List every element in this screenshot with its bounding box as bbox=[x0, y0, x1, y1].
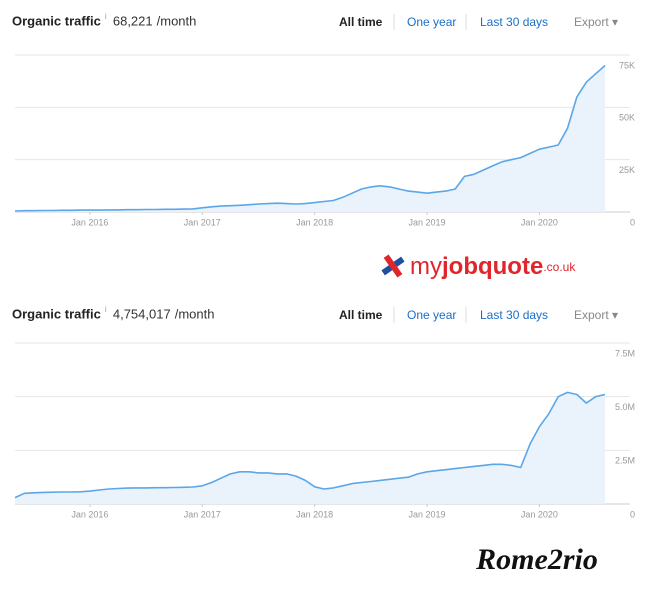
traffic-unit: /month bbox=[157, 13, 197, 28]
range-option[interactable]: All time bbox=[339, 15, 383, 29]
area bbox=[15, 392, 605, 504]
y-tick-label: 0 bbox=[630, 509, 635, 519]
logo-my: my bbox=[410, 253, 442, 280]
range-option[interactable]: All time bbox=[339, 308, 383, 322]
traffic-value: 4,754,017 bbox=[113, 306, 171, 321]
logo-suffix: .co.uk bbox=[543, 260, 576, 274]
logo-jobquote: jobquote bbox=[441, 253, 543, 280]
line bbox=[14, 64, 606, 212]
x-tick-label: Jan 2020 bbox=[521, 509, 558, 519]
line bbox=[14, 391, 606, 499]
logo-icon bbox=[381, 254, 405, 278]
chart-title: Organic traffic bbox=[12, 306, 101, 321]
y-tick-label: 25K bbox=[619, 165, 635, 175]
y-tick-label: 0 bbox=[630, 217, 635, 227]
x-tick-label: Jan 2017 bbox=[184, 217, 221, 227]
y-tick-label: 75K bbox=[619, 60, 635, 70]
range-option[interactable]: One year bbox=[407, 308, 456, 322]
myjobquote-logo: myjobquote.co.uk bbox=[381, 253, 576, 280]
chart: Organic traffic i 68,221/month All time One … bbox=[12, 12, 635, 227]
export-button[interactable]: Export ▾ bbox=[574, 308, 618, 322]
traffic-value: 68,221 bbox=[113, 13, 153, 28]
area bbox=[15, 65, 605, 212]
y-tick-label: 50K bbox=[619, 113, 635, 123]
x-tick-label: Jan 2016 bbox=[71, 509, 108, 519]
range-option[interactable]: Last 30 days bbox=[480, 15, 548, 29]
range-option[interactable]: One year bbox=[407, 15, 456, 29]
chart-title: Organic traffic bbox=[12, 13, 101, 28]
export-button[interactable]: Export ▾ bbox=[574, 15, 618, 29]
info-icon: i bbox=[105, 305, 107, 314]
y-tick-label: 5.0M bbox=[615, 402, 635, 412]
x-tick-label: Jan 2020 bbox=[521, 217, 558, 227]
x-tick-label: Jan 2016 bbox=[71, 217, 108, 227]
x-tick-label: Jan 2017 bbox=[184, 509, 221, 519]
y-tick-label: 2.5M bbox=[615, 456, 635, 466]
x-tick-label: Jan 2019 bbox=[409, 509, 446, 519]
info-icon: i bbox=[105, 12, 107, 21]
rome2rio-logo: Rome2rio bbox=[475, 543, 598, 576]
icon-bar bbox=[383, 254, 403, 278]
chart: Organic traffic i 4,754,017/month All time O… bbox=[12, 305, 635, 519]
traffic-unit: /month bbox=[175, 306, 215, 321]
logo-text: myjobquote.co.uk bbox=[410, 253, 576, 280]
range-option[interactable]: Last 30 days bbox=[480, 308, 548, 322]
x-tick-label: Jan 2018 bbox=[296, 217, 333, 227]
y-tick-label: 7.5M bbox=[615, 348, 635, 358]
x-tick-label: Jan 2019 bbox=[409, 217, 446, 227]
x-tick-label: Jan 2018 bbox=[296, 509, 333, 519]
